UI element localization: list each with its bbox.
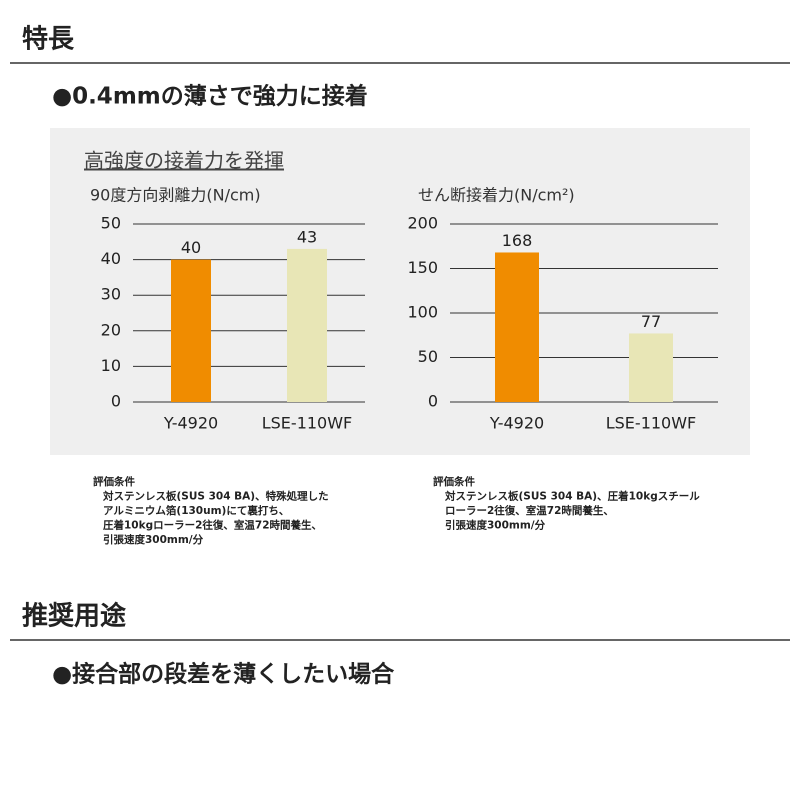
y-tick-label: 20 [101, 320, 121, 339]
y-tick-label: 200 [407, 214, 438, 233]
bar [629, 333, 673, 402]
x-tick-label: Y-4920 [489, 414, 544, 433]
panel-title: 高強度の接着力を発揮 [84, 149, 284, 173]
note-line: 引張速度300mm/分 [103, 533, 204, 546]
y-tick-label: 50 [418, 347, 438, 366]
bar [287, 248, 327, 402]
y-tick-label: 100 [407, 303, 438, 322]
y-tick-label: 30 [101, 285, 121, 304]
note-line: アルミニウム箔(130um)にて裏打ち、 [103, 504, 289, 517]
section-heading: 特長 [22, 24, 75, 55]
y-tick-label: 50 [101, 214, 121, 233]
y-tick-label: 0 [111, 392, 121, 411]
section-subheading: ●0.4mmの薄さで強力に接着 [52, 83, 368, 110]
chart-title: 90度方向剥離力(N/cm) [90, 186, 261, 205]
x-tick-label: Y-4920 [163, 414, 218, 433]
value-label: 40 [181, 238, 201, 257]
x-tick-label: LSE-110WF [262, 414, 353, 433]
section-subheading: ●接合部の段差を薄くしたい場合 [52, 661, 395, 688]
bar [495, 252, 539, 402]
bar [171, 259, 211, 402]
value-label: 168 [502, 231, 533, 250]
note-line: 評価条件 [93, 475, 135, 488]
y-tick-label: 0 [428, 392, 438, 411]
y-tick-label: 40 [101, 249, 121, 268]
value-label: 77 [641, 312, 661, 331]
note-line: 対ステンレス板(SUS 304 BA)、圧着10kgスチール [444, 490, 700, 503]
chart-title: せん断接着力(N/cm²) [418, 186, 575, 205]
note-line: ローラー2往復、室温72時間養生、 [445, 504, 614, 517]
note-line: 対ステンレス板(SUS 304 BA)、特殊処理した [102, 490, 329, 503]
section-heading: 推奨用途 [22, 601, 127, 632]
y-tick-label: 10 [101, 356, 121, 375]
value-label: 43 [297, 227, 317, 246]
note-line: 評価条件 [433, 475, 475, 488]
x-tick-label: LSE-110WF [606, 414, 697, 433]
chart-panel [50, 128, 750, 455]
note-line: 引張速度300mm/分 [445, 519, 546, 532]
y-tick-label: 150 [407, 258, 438, 277]
note-line: 圧着10kgローラー2往復、室温72時間養生、 [103, 519, 322, 532]
